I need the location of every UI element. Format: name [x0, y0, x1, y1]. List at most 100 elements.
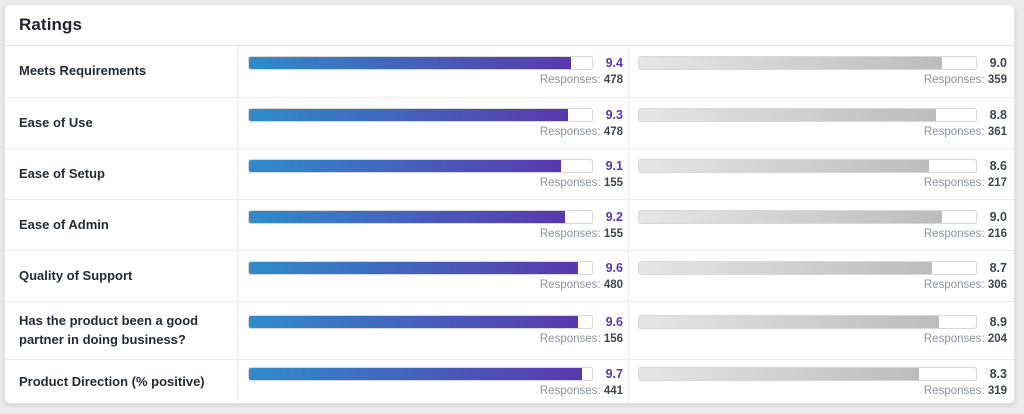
left-rating-cell: 9.1 Responses: 155 [238, 149, 629, 199]
row-label: Quality of Support [19, 267, 133, 283]
responses-count: 359 [987, 74, 1007, 86]
row-label: Ease of Use [19, 114, 93, 130]
rating-bar-track [248, 209, 593, 224]
responses-line: Responses: 216 [923, 227, 1007, 240]
rating-bar-track [638, 260, 977, 275]
ratings-header: Ratings [5, 5, 1014, 46]
ratings-card: Ratings Meets Requirements 9.4 Responses… [4, 4, 1015, 404]
rating-bar-fill [639, 316, 939, 328]
rating-value: 9.4 [605, 56, 623, 70]
rating-row-product-direction: Product Direction (% positive) 9.7 Respo… [5, 360, 1014, 403]
row-label: Ease of Admin [19, 216, 109, 232]
responses-line: Responses: 217 [923, 176, 1007, 189]
left-rating-cell: 9.6 Responses: 480 [238, 251, 629, 301]
left-rating-cell: 9.7 Responses: 441 [238, 360, 629, 403]
left-rating-cell: 9.2 Responses: 155 [238, 200, 629, 250]
rating-value: 8.8 [989, 107, 1007, 122]
rating-bar-track [638, 209, 977, 224]
responses-count: 217 [987, 176, 1007, 189]
rating-row-ease-of-use: Ease of Use 9.3 Responses: 478 8.8 Respo… [5, 98, 1014, 149]
responses-line: Responses: 478 [539, 125, 623, 138]
rating-bar-fill [249, 261, 579, 274]
row-label: Meets Requirements [19, 63, 147, 79]
rating-value: 8.9 [989, 315, 1007, 329]
responses-line: Responses: 306 [923, 278, 1007, 291]
rating-bar-track [248, 56, 593, 70]
rating-row-meets-requirements: Meets Requirements 9.4 Responses: 478 9.… [5, 46, 1014, 98]
right-rating-cell: 8.7 Responses: 306 [629, 251, 1014, 301]
responses-line: Responses: 480 [539, 278, 623, 291]
left-rating-cell: 9.4 Responses: 478 [238, 46, 629, 97]
responses-count: 216 [987, 227, 1007, 240]
responses-count: 478 [603, 125, 623, 138]
rating-value: 9.6 [605, 315, 623, 329]
row-label: Product Direction (% positive) [19, 373, 205, 389]
rating-row-ease-of-setup: Ease of Setup 9.1 Responses: 155 8.6 Res… [5, 149, 1014, 200]
rating-row-ease-of-admin: Ease of Admin 9.2 Responses: 155 9.0 Res… [5, 200, 1014, 251]
responses-line: Responses: 361 [923, 125, 1007, 138]
rating-value: 9.1 [605, 158, 623, 173]
responses-count: 204 [987, 333, 1007, 345]
left-rating-cell: 9.3 Responses: 478 [238, 98, 629, 148]
rating-bar-fill [249, 210, 565, 223]
rating-bar-fill [249, 159, 562, 172]
right-rating-cell: 9.0 Responses: 359 [629, 46, 1014, 97]
rating-value: 8.7 [989, 260, 1007, 275]
responses-count: 156 [603, 333, 623, 345]
rating-value: 9.0 [989, 56, 1007, 70]
responses-count: 480 [603, 278, 623, 291]
rating-bar-track [248, 315, 593, 329]
rating-bar-fill [249, 108, 568, 121]
rating-value: 9.6 [605, 260, 623, 275]
rating-bar-track [248, 158, 593, 173]
rating-bar-fill [639, 57, 943, 69]
right-rating-cell: 8.6 Responses: 217 [629, 149, 1014, 199]
right-rating-cell: 8.3 Responses: 319 [629, 360, 1014, 403]
rating-value: 9.3 [605, 107, 623, 122]
rating-row-quality-of-support: Quality of Support 9.6 Responses: 480 8.… [5, 251, 1014, 302]
rating-value: 8.6 [989, 158, 1007, 173]
responses-line: Responses: 155 [539, 176, 623, 189]
rating-bar-track [638, 366, 977, 381]
rating-value: 8.3 [989, 366, 1007, 381]
rating-row-good-partner: Has the product been a good partner in d… [5, 302, 1014, 360]
left-rating-cell: 9.6 Responses: 156 [238, 302, 629, 359]
rating-bar-fill [639, 210, 943, 223]
rating-bar-fill [249, 316, 579, 328]
rating-bar-fill [639, 108, 936, 121]
responses-line: Responses: 359 [923, 74, 1007, 86]
responses-count: 319 [987, 384, 1007, 397]
responses-line: Responses: 156 [539, 333, 623, 345]
rating-bar-track [638, 107, 977, 122]
rating-bar-track [638, 158, 977, 173]
row-label: Ease of Setup [19, 165, 105, 181]
rating-bar-track [638, 315, 977, 329]
rating-value: 9.2 [605, 209, 623, 224]
right-rating-cell: 8.9 Responses: 204 [629, 302, 1014, 359]
page-title: Ratings [19, 15, 83, 34]
rating-value: 9.7 [605, 366, 623, 381]
responses-count: 478 [603, 74, 623, 86]
responses-line: Responses: 155 [539, 227, 623, 240]
rating-bar-fill [639, 159, 929, 172]
responses-count: 155 [603, 176, 623, 189]
rating-bar-fill [249, 57, 572, 69]
row-label: Has the product been a good partner in d… [19, 312, 199, 347]
responses-count: 306 [987, 278, 1007, 291]
rating-bar-fill [249, 367, 582, 380]
responses-line: Responses: 204 [923, 333, 1007, 345]
responses-line: Responses: 319 [923, 384, 1007, 397]
rating-bar-fill [639, 261, 933, 274]
rating-bar-track [248, 260, 593, 275]
right-rating-cell: 9.0 Responses: 216 [629, 200, 1014, 250]
responses-line: Responses: 441 [539, 384, 623, 397]
rating-bar-fill [639, 367, 919, 380]
responses-count: 441 [603, 384, 623, 397]
rating-value: 9.0 [989, 209, 1007, 224]
responses-count: 155 [603, 227, 623, 240]
rating-bar-track [248, 366, 593, 381]
rating-bar-track [638, 56, 977, 70]
rating-bar-track [248, 107, 593, 122]
responses-count: 361 [987, 125, 1007, 138]
responses-line: Responses: 478 [539, 74, 623, 86]
